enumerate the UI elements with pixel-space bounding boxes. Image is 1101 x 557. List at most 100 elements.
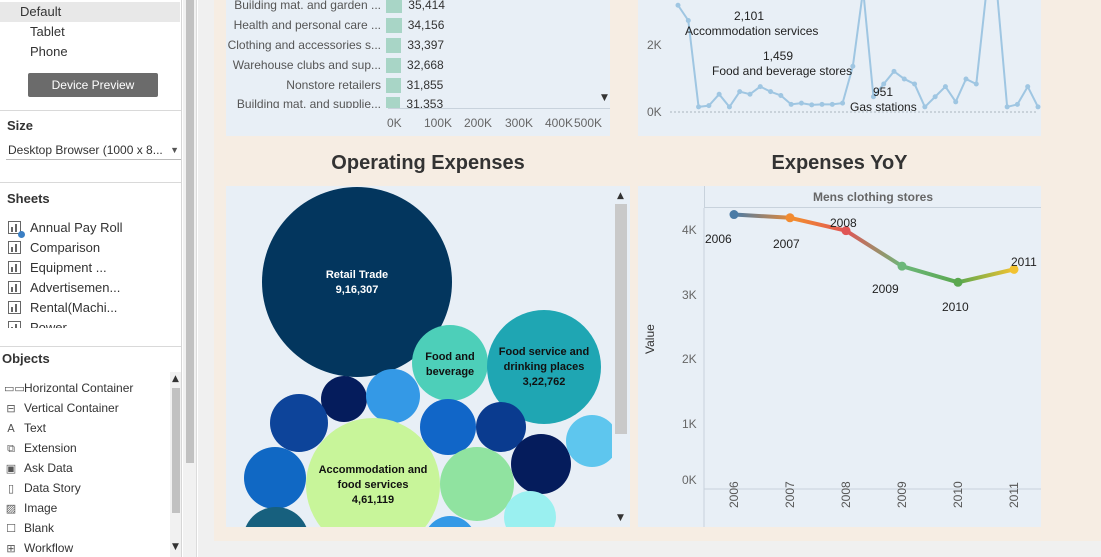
objects-scrollbar[interactable]: ▲ ▼ [170,372,181,557]
object-ask-data[interactable]: ▣ Ask Data [4,458,172,478]
sheet-item[interactable]: Rental(Machi... [8,298,178,318]
scroll-down-icon[interactable]: ▼ [617,513,624,523]
data-point [788,101,794,107]
scrollbar-thumb[interactable] [172,388,180,513]
object-label: Blank [24,521,55,535]
panel-header: Mens clothing stores [704,186,1041,208]
y-tick: 3K [682,288,697,302]
object-blank[interactable]: ☐ Blank [4,518,172,538]
divider [0,182,181,183]
y-tick: 0K [647,105,662,119]
data-point [841,226,851,236]
y-tick: 1K [682,417,697,431]
data-point [809,102,815,108]
bar-row[interactable]: Health and personal care ... 34,156 [226,15,610,35]
device-default[interactable]: Default [0,2,180,22]
bar[interactable] [386,78,401,93]
line-chart-pane[interactable]: 2K 0K 2,101 Accommodation services 1,459… [638,0,1041,136]
point-label-2009: 2009 [872,282,899,296]
data-point [881,81,887,87]
size-dropdown[interactable]: Desktop Browser (1000 x 8... ▼ [6,140,181,160]
data-point [757,84,763,90]
point-label-2006: 2006 [705,232,732,246]
sheet-item[interactable]: Equipment ... [8,258,178,278]
scroll-up-icon[interactable]: ▲ [172,374,179,384]
device-preview-button[interactable]: Device Preview [28,73,158,97]
sheet-label: Annual Pay Roll [30,220,123,235]
bubble [440,447,514,521]
bar-label: Health and personal care ... [233,18,381,32]
bar[interactable] [386,38,402,53]
y-tick: 4K [682,223,697,237]
scroll-down-icon[interactable]: ▼ [172,542,179,552]
data-point [1014,101,1020,107]
bubble [366,369,420,423]
device-tablet[interactable]: Tablet [30,24,65,39]
bubble-scrollbar[interactable]: ▲ ▼ [612,186,630,527]
object-extension[interactable]: ⧉ Extension [4,438,172,458]
object-data-story[interactable]: ▯ Data Story [4,478,172,498]
divider [0,110,181,111]
bubble-retail-trade [262,187,452,377]
bar-chart-pane[interactable]: Building mat. and garden ... 35,414 Heal… [226,0,610,136]
scroll-up-icon[interactable]: ▲ [617,191,624,201]
bar-row[interactable]: Building mat. and garden ... 35,414 [226,0,610,15]
bubble-value: 4,61,119 [351,494,395,506]
object-vertical-container[interactable]: ⊟ Vertical Container [4,398,172,418]
object-image[interactable]: ▨ Image [4,498,172,518]
object-workflow[interactable]: ⊞ Workflow [4,538,172,557]
scrollbar-thumb[interactable] [615,204,627,434]
series-line [677,0,1039,109]
annotation-value: 951 [873,85,894,99]
data-point [785,213,795,223]
sheet-item[interactable]: Advertisemen... [8,278,178,298]
bubble [420,399,476,455]
bubble-chart-pane[interactable]: Retail Trade 9,16,307 Food and beverage … [226,186,630,527]
ask-data-icon: ▣ [5,462,17,475]
yoy-line-svg [703,208,1041,527]
bubble-label-food-service: Food service and drinking places 3,22,76… [494,345,594,390]
sheet-item[interactable]: Comparison [8,238,178,258]
data-point [768,89,774,95]
device-phone[interactable]: Phone [30,44,68,59]
sheet-item[interactable]: Power [8,318,178,328]
annotation-label: Accommodation services [685,24,819,38]
worksheet-icon [8,241,21,254]
bubble-label: Food service and drinking places [498,346,590,373]
series-line [733,212,1015,285]
bar[interactable] [386,0,403,13]
bubble-label-retail-trade: Retail Trade 9,16,307 [297,268,417,298]
bar-row[interactable]: Building mat. and supplie... 31,353 [226,94,610,108]
data-point [953,99,959,105]
bar-value: 35,414 [408,0,445,12]
data-story-icon: ▯ [7,482,15,495]
data-point [850,63,856,69]
bubble [245,507,307,527]
yoy-chart-pane[interactable]: Mens clothing stores Value 0K 1K 2K 3K 4… [638,186,1041,527]
extension-icon: ⧉ [7,442,15,455]
data-point [963,76,969,82]
data-point [778,92,784,98]
x-tick: 2008 [839,481,853,508]
sheet-item[interactable]: Annual Pay Roll [8,218,178,238]
bar-row[interactable]: Warehouse clubs and sup... 32,668 [226,55,610,75]
scroll-down-icon[interactable]: ▼ [601,93,608,103]
bar[interactable] [386,97,401,108]
scrollbar-thumb[interactable] [186,0,194,463]
image-icon: ▨ [5,502,17,515]
bar-value: 32,668 [407,58,444,72]
bar[interactable] [386,18,402,33]
bar[interactable] [386,58,402,73]
data-point [798,100,804,106]
object-text[interactable]: A Text [4,418,172,438]
bar-row[interactable]: Clothing and accessories s... 33,397 [226,35,610,55]
object-label: Image [24,501,58,515]
point-label-2010: 2010 [942,300,969,314]
left-panel-scrollbar[interactable] [183,0,197,557]
bar-row[interactable]: Nonstore retailers 31,855 [226,75,610,95]
bubble [270,394,328,452]
line-chart-svg [670,0,1041,113]
bubble [476,402,526,452]
object-horizontal-container[interactable]: ▭▭Horizontal Container [4,378,172,398]
